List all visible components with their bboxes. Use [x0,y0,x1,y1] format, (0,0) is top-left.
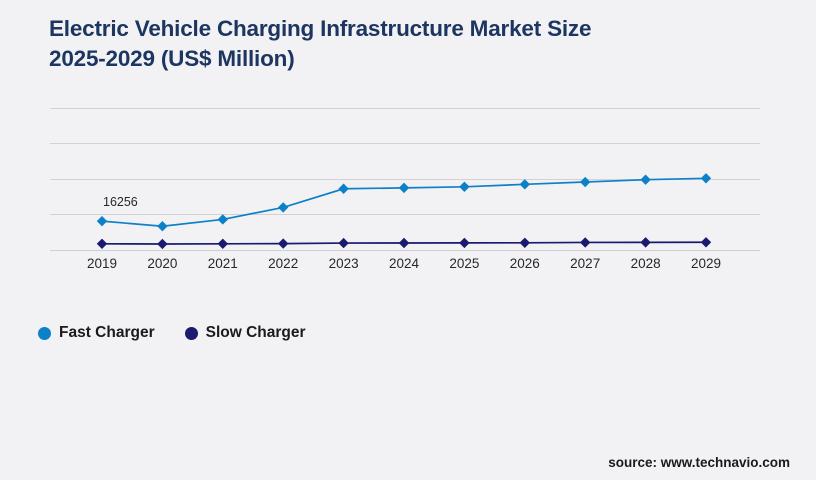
data-point-marker[interactable] [278,238,289,249]
data-point-marker[interactable] [580,237,591,248]
data-label-2019-fast-charger: 16256 [103,195,138,210]
source-attribution: source: www.technavio.com [608,455,790,470]
x-axis-label: 2025 [449,256,480,271]
x-axis-label: 2028 [630,256,661,271]
data-point-marker[interactable] [96,215,108,227]
data-point-marker[interactable] [338,237,349,249]
data-point-marker[interactable] [96,238,108,249]
legend-marker-icon [184,326,198,340]
data-point-marker[interactable] [640,237,651,248]
data-point-marker[interactable] [217,214,228,225]
legend-item-fast-charger[interactable]: Fast Charger [38,324,155,342]
data-point-marker[interactable] [519,179,530,190]
data-point-marker[interactable] [700,173,712,184]
x-axis-label: 2026 [509,256,540,271]
plot-area [50,100,760,258]
legend-label: Fast Charger [59,324,155,341]
data-point-marker[interactable] [217,238,228,249]
legend-label: Slow Charger [205,324,306,341]
series-fast-charger [96,173,712,232]
line-chart-svg [96,173,712,250]
data-point-marker[interactable] [157,238,168,250]
x-axis-label: 2029 [690,256,722,271]
data-point-marker[interactable] [398,182,410,194]
data-point-marker[interactable] [519,237,530,249]
series-slow-charger [96,237,712,250]
x-axis-label: 2027 [570,256,601,271]
x-axis-label: 2021 [207,256,238,271]
data-point-marker[interactable] [580,176,591,188]
data-point-marker[interactable] [459,181,470,193]
gridline [50,214,760,215]
x-axis-labels: 2019 2020 2021 2022 2023 2024 2025 2026 2027 2028… [50,256,760,278]
data-point-marker[interactable] [278,202,289,213]
data-point-marker[interactable] [459,237,470,249]
gridline [50,108,760,109]
page-title: Electric Vehicle Charging Infrastructure… [49,16,592,71]
x-axis-line [50,250,760,251]
data-point-marker[interactable] [700,237,712,248]
data-point-marker[interactable] [338,183,349,194]
data-point-marker[interactable] [640,174,651,185]
data-point-marker[interactable] [157,221,168,232]
legend-item-slow-charger[interactable]: Slow Charger [184,324,306,342]
x-axis-label: 2023 [328,256,359,271]
x-axis-label: 2020 [147,256,178,271]
x-axis-label: 2024 [388,256,420,271]
chart-legend: Fast Charger Slow Charger [38,324,306,342]
x-axis-label: 2022 [268,256,299,271]
gridline [50,179,760,180]
gridline [50,143,760,144]
x-axis-label: 2019 [86,256,118,271]
data-point-marker[interactable] [398,237,410,249]
legend-marker-icon [38,326,51,340]
